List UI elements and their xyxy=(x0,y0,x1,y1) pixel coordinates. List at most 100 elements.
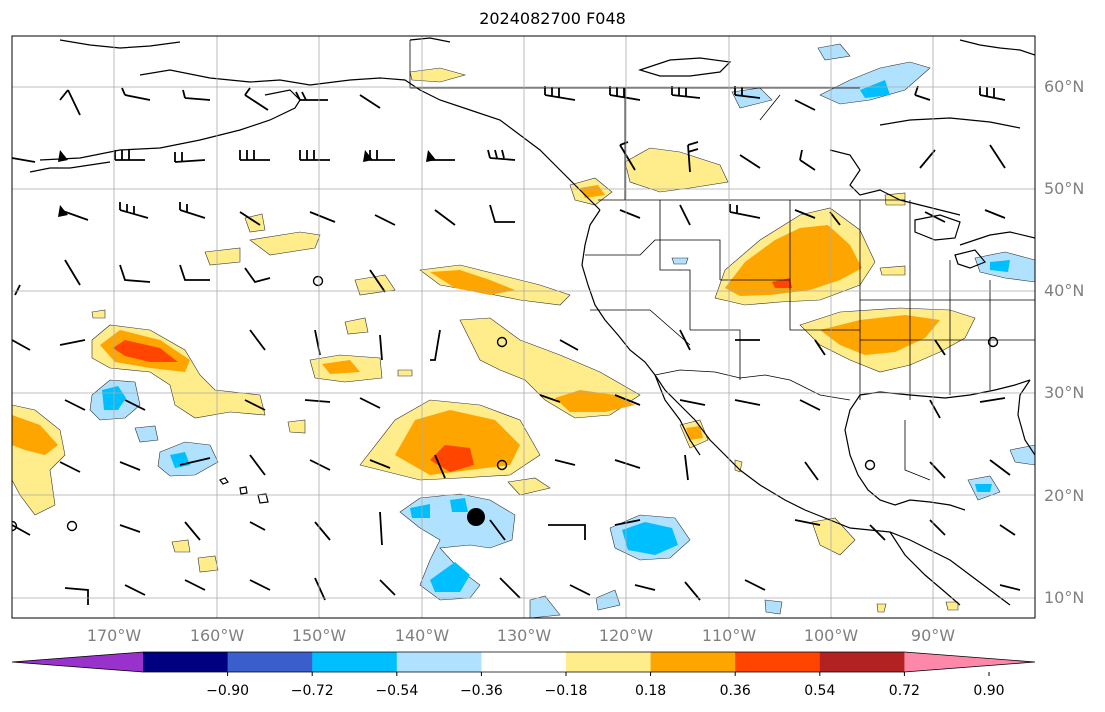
lat-label: 10°N xyxy=(1044,588,1085,607)
wind-barb-flags xyxy=(58,150,436,217)
wind-flag xyxy=(58,205,68,217)
shaded-region xyxy=(410,504,430,518)
colorbar-tick-label: 0.72 xyxy=(888,683,920,699)
coastline xyxy=(889,531,961,606)
wind-barb xyxy=(729,204,761,219)
colorbar-tick-label: 0.18 xyxy=(635,683,667,699)
border xyxy=(690,329,741,380)
shaded-region xyxy=(197,555,219,573)
wind-barb xyxy=(14,284,21,296)
wind-barb xyxy=(539,394,561,403)
coastline xyxy=(219,477,229,485)
wind-barb xyxy=(619,141,636,171)
coastline xyxy=(829,149,961,216)
coastline xyxy=(29,161,111,173)
shaded-region xyxy=(322,360,360,374)
coastline xyxy=(959,231,1035,246)
border xyxy=(720,279,860,331)
wind-barb xyxy=(684,454,689,481)
lon-label: 140°W xyxy=(394,626,450,645)
wind-barb xyxy=(12,339,31,351)
colorbar-segment xyxy=(312,652,398,672)
calm-markers xyxy=(12,275,999,532)
wind-barb xyxy=(174,152,206,163)
shaded-region xyxy=(287,419,306,434)
wind-barb xyxy=(979,86,1006,101)
colorbar-outline xyxy=(11,651,1036,673)
shaded-region xyxy=(113,340,178,362)
wind-barb xyxy=(679,204,691,226)
colorbar-segment xyxy=(481,652,567,672)
wind-barb xyxy=(249,454,266,476)
wind-barb xyxy=(744,579,766,591)
wind-barb xyxy=(687,141,699,173)
shaded-region xyxy=(990,260,1010,272)
shaded-region xyxy=(344,317,369,335)
shaded-region xyxy=(595,589,621,611)
wind-barb xyxy=(430,329,441,361)
colorbar-tick-label: 0.36 xyxy=(719,683,751,699)
coastline xyxy=(39,89,301,161)
colorbar-extend-min xyxy=(12,652,143,672)
colorbar-tick-label: 0.90 xyxy=(973,683,1005,699)
wind-barb xyxy=(614,519,641,526)
map-title: 2024082700 F048 xyxy=(479,9,626,28)
coastline xyxy=(914,214,961,241)
coastline xyxy=(959,39,1035,56)
coastline xyxy=(139,69,601,211)
wind-barb xyxy=(121,87,151,101)
calm-circle xyxy=(12,520,18,532)
wind-barb xyxy=(114,150,145,161)
wind-barb xyxy=(489,519,506,541)
wind-barb xyxy=(929,461,946,479)
shaded-region xyxy=(12,415,58,455)
wind-barb xyxy=(734,86,761,99)
wind-barb xyxy=(239,211,261,226)
border xyxy=(585,239,721,280)
wind-barb xyxy=(239,150,270,161)
wind-barb xyxy=(829,211,841,226)
colorbar-tick-label: −0.18 xyxy=(544,683,588,699)
shaded-region xyxy=(171,539,191,553)
gridlines xyxy=(12,36,1035,618)
wind-barb xyxy=(614,459,641,469)
colorbar-tick-label: −0.90 xyxy=(206,683,250,699)
lon-label: 100°W xyxy=(803,626,859,645)
borders xyxy=(409,40,1035,481)
wind-barb xyxy=(359,397,381,409)
wind-barb xyxy=(434,454,446,479)
colorbar-tick-label: −0.72 xyxy=(290,683,334,699)
wind-barb xyxy=(609,86,641,101)
shaded-region xyxy=(580,185,605,198)
shaded-region xyxy=(430,270,515,295)
wind-barb xyxy=(614,394,641,406)
shaded-region xyxy=(249,231,321,256)
wind-barb xyxy=(309,211,336,223)
wind-barb xyxy=(369,459,391,469)
shaded-region xyxy=(507,477,551,496)
wind-barb xyxy=(671,86,701,99)
wind-barb xyxy=(379,334,383,361)
shaded-region xyxy=(819,61,931,105)
lon-label: 130°W xyxy=(496,626,552,645)
wind-barb xyxy=(619,209,641,219)
colorbar-tick-label: 0.54 xyxy=(804,683,836,699)
shaded-region xyxy=(157,441,219,477)
colorbar xyxy=(11,651,1036,676)
wind-barb xyxy=(124,399,146,411)
wind-flag xyxy=(58,150,68,162)
shaded-region xyxy=(395,410,520,475)
wind-barb xyxy=(59,89,81,116)
wind-barb xyxy=(914,85,931,101)
wind-barb xyxy=(499,577,521,599)
coastline xyxy=(409,37,451,43)
wind-barb xyxy=(814,339,826,356)
wind-barb xyxy=(314,577,326,601)
shaded-region xyxy=(945,601,959,611)
border xyxy=(659,200,691,330)
calm-circle xyxy=(496,336,508,348)
wind-barb xyxy=(379,579,396,596)
wind-flag xyxy=(426,150,436,162)
wind-barb xyxy=(119,202,149,219)
lon-label: 90°W xyxy=(910,626,956,645)
